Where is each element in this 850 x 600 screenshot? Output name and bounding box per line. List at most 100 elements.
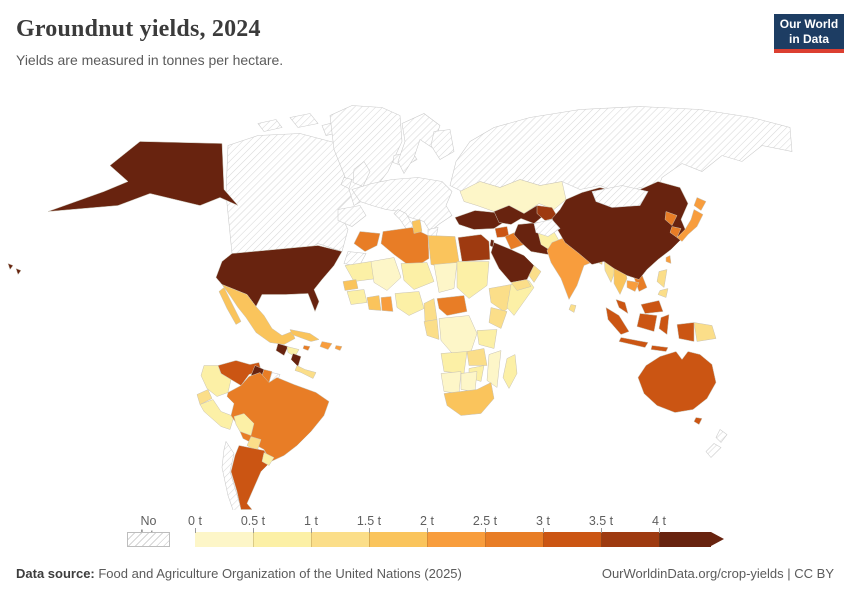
country-senegal[interactable]: [342, 279, 359, 291]
country-united-kingdom[interactable]: [352, 161, 371, 187]
country-angola[interactable]: [440, 351, 468, 374]
legend-tick-mark: [311, 528, 312, 533]
country-ecuador[interactable]: [196, 389, 213, 405]
region-uzbekistan-turkmenistan[interactable]: [493, 205, 546, 225]
legend-tick-mark: [601, 528, 602, 533]
country-mali[interactable]: [370, 257, 402, 291]
country-uruguay[interactable]: [261, 452, 275, 466]
legend-arrow-gt4: [711, 532, 724, 546]
country-taiwan[interactable]: [665, 255, 672, 264]
data-source-text: Food and Agriculture Organization of the…: [94, 566, 462, 581]
country-scandinavia[interactable]: [397, 113, 441, 175]
country-sudan[interactable]: [456, 261, 490, 299]
world-choropleth-map: [7, 105, 793, 511]
region-congo-gabon[interactable]: [423, 319, 440, 340]
owid-logo-line2: in Data: [788, 31, 829, 46]
legend-bin-1–1.5 t[interactable]: [311, 532, 369, 547]
country-japan[interactable]: [676, 197, 707, 242]
legend-tick-label: 2 t: [420, 514, 434, 528]
legend-bin-3.5–4 t[interactable]: [601, 532, 659, 547]
country-south-africa[interactable]: [443, 382, 495, 416]
region-iberia[interactable]: [337, 205, 367, 227]
region-europe-mainland[interactable]: [351, 177, 453, 232]
country-turkey[interactable]: [454, 210, 506, 230]
country-cameroon[interactable]: [423, 298, 438, 322]
legend-bin-0–0.5 t[interactable]: [195, 532, 253, 547]
country-north-korea[interactable]: [664, 211, 678, 226]
country-oman[interactable]: [528, 265, 542, 283]
legend-tick-label: 0.5 t: [240, 514, 266, 528]
country-zambia[interactable]: [466, 348, 488, 366]
country-bolivia[interactable]: [233, 413, 255, 436]
country-cote-divoire[interactable]: [366, 295, 382, 311]
country-niger[interactable]: [400, 262, 435, 290]
data-source-prefix: Data source:: [16, 566, 95, 581]
country-argentina[interactable]: [230, 445, 272, 510]
country-jamaica[interactable]: [302, 345, 311, 351]
country-dr-congo[interactable]: [438, 315, 478, 356]
country-sri-lanka[interactable]: [568, 304, 577, 313]
country-central-african-republic[interactable]: [436, 295, 468, 316]
country-new-zealand[interactable]: [705, 429, 728, 458]
legend-tick-mark: [195, 528, 196, 533]
page-title: Groundnut yields, 2024: [16, 16, 261, 42]
country-peru[interactable]: [199, 399, 235, 430]
country-mongolia[interactable]: [591, 185, 649, 208]
country-chad[interactable]: [433, 262, 458, 293]
country-kazakhstan[interactable]: [459, 179, 567, 214]
legend-tick-label: 3.5 t: [588, 514, 614, 528]
country-ghana[interactable]: [380, 296, 394, 312]
country-afghanistan[interactable]: [533, 219, 561, 237]
legend-tick-label: 3 t: [536, 514, 550, 528]
legend-tick-label: 4 t: [652, 514, 666, 528]
country-nigeria[interactable]: [394, 291, 425, 316]
legend-bin-2.5–3 t[interactable]: [485, 532, 543, 547]
legend-bar: [195, 532, 724, 547]
chart-subtitle: Yields are measured in tonnes per hectar…: [16, 52, 284, 68]
legend-bin-1.5–2 t[interactable]: [369, 532, 427, 547]
country-puerto-rico[interactable]: [334, 345, 343, 351]
country-guatemala[interactable]: [275, 343, 289, 356]
legend-tick-mark: [253, 528, 254, 533]
country-chile[interactable]: [221, 440, 247, 511]
country-guinea[interactable]: [346, 289, 368, 305]
country-tunisia[interactable]: [411, 219, 423, 234]
legend-bin->4 t[interactable]: [659, 532, 711, 547]
data-source-note: Data source: Food and Agriculture Organi…: [16, 566, 462, 581]
legend-tick-mark: [427, 528, 428, 533]
country-australia[interactable]: [637, 351, 717, 425]
country-papua-new-guinea[interactable]: [693, 322, 717, 342]
country-egypt[interactable]: [457, 234, 491, 262]
country-madagascar[interactable]: [502, 354, 518, 390]
country-malaysia[interactable]: [615, 299, 664, 315]
country-morocco[interactable]: [353, 231, 381, 252]
no-data-swatch[interactable]: [127, 532, 170, 547]
country-mozambique[interactable]: [486, 350, 502, 388]
country-nicaragua[interactable]: [290, 353, 302, 367]
country-ireland[interactable]: [340, 177, 353, 189]
country-kenya[interactable]: [488, 307, 508, 329]
owid-logo[interactable]: Our World in Data: [774, 14, 844, 53]
country-cambodia[interactable]: [626, 280, 640, 292]
country-yemen[interactable]: [510, 279, 532, 291]
country-finland[interactable]: [430, 129, 455, 160]
country-philippines[interactable]: [656, 269, 669, 298]
country-cuba[interactable]: [289, 329, 320, 342]
legend-bin-3–3.5 t[interactable]: [543, 532, 601, 547]
legend-bin-0.5–1 t[interactable]: [253, 532, 311, 547]
country-mexico[interactable]: [218, 283, 296, 345]
country-botswana[interactable]: [460, 371, 478, 392]
legend-bin-2–2.5 t[interactable]: [427, 532, 485, 547]
country-namibia[interactable]: [440, 371, 462, 394]
map-legend: No data 0 t0.5 t1 t1.5 t2 t2.5 t3 t3.5 t…: [0, 512, 850, 554]
legend-tick-label: 2.5 t: [472, 514, 498, 528]
region-kyrgyzstan-tajikistan[interactable]: [536, 205, 559, 221]
country-indonesia[interactable]: [605, 306, 695, 352]
country-tanzania[interactable]: [476, 329, 498, 349]
credit-line: OurWorldinData.org/crop-yields | CC BY: [601, 566, 834, 581]
region-hispaniola[interactable]: [319, 341, 333, 350]
region-costa-rica-panama[interactable]: [294, 365, 317, 379]
country-russia[interactable]: [449, 106, 793, 194]
legend-tick-mark: [543, 528, 544, 533]
